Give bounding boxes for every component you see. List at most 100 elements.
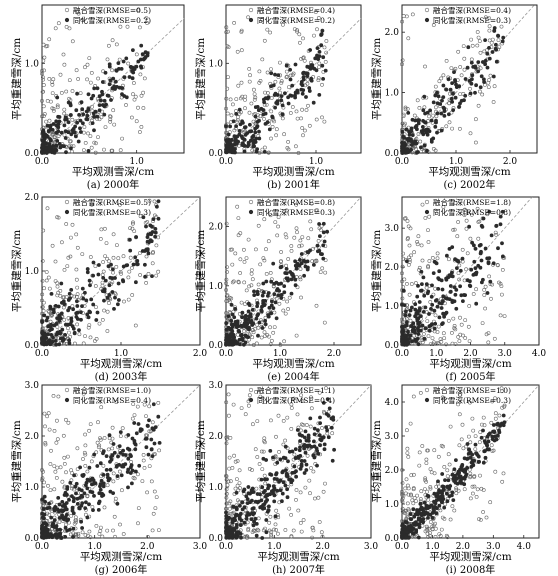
assim-point <box>88 489 93 494</box>
fusion-point <box>458 92 463 97</box>
x-tick-label: 2.0 <box>327 349 342 359</box>
fusion-point <box>230 262 235 267</box>
fusion-point <box>251 330 256 335</box>
fusion-point <box>477 517 481 522</box>
assim-point <box>450 245 455 250</box>
fusion-point <box>156 400 161 405</box>
assim-point <box>57 115 62 119</box>
assim-point <box>254 125 259 130</box>
assim-point <box>318 415 322 420</box>
assim-point <box>227 531 232 536</box>
fusion-point <box>417 265 422 270</box>
panel-caption: (e) 2004年 <box>267 370 319 383</box>
assim-point <box>288 270 293 274</box>
assim-point <box>442 114 447 118</box>
fusion-point <box>434 484 439 489</box>
fusion-point <box>128 226 133 231</box>
assim-point <box>47 142 52 147</box>
assim-point <box>434 261 439 266</box>
fusion-point <box>490 37 495 42</box>
fusion-point <box>309 227 314 232</box>
assim-point <box>81 296 86 301</box>
assim-point <box>123 462 128 467</box>
assim-point <box>275 488 280 493</box>
assim-point <box>87 502 91 507</box>
fusion-point <box>307 478 312 483</box>
fusion-point <box>411 472 416 477</box>
fusion-point <box>86 533 90 538</box>
fusion-point <box>292 235 297 240</box>
fusion-point <box>486 80 491 85</box>
assim-point <box>315 249 320 254</box>
assim-point <box>429 294 434 299</box>
fusion-point <box>306 103 310 108</box>
y-tick-label: 2.0 <box>25 193 40 203</box>
assim-point <box>441 487 446 492</box>
assim-point <box>458 268 463 273</box>
assim-point <box>403 324 408 329</box>
fusion-point <box>309 395 313 400</box>
fusion-point <box>55 465 60 470</box>
assim-point <box>53 147 58 151</box>
legend-marker-fusion <box>424 387 430 393</box>
assim-point <box>120 464 125 469</box>
assim-point <box>44 522 49 527</box>
fusion-point <box>320 115 324 120</box>
assim-point <box>228 140 232 145</box>
fusion-point <box>236 279 241 284</box>
assim-point <box>264 518 269 522</box>
fusion-point <box>110 436 115 441</box>
fusion-point <box>252 92 257 97</box>
fusion-point <box>116 256 121 261</box>
assim-point <box>285 495 290 500</box>
assim-point <box>151 402 156 407</box>
fusion-point <box>100 534 105 539</box>
assim-point <box>227 526 232 531</box>
fusion-point <box>488 73 493 78</box>
assim-point <box>458 467 462 472</box>
assim-point <box>280 491 285 496</box>
fusion-point <box>311 469 316 474</box>
fusion-point <box>235 483 240 488</box>
assim-point <box>56 125 61 130</box>
fusion-point <box>83 443 88 448</box>
assim-point <box>40 143 45 148</box>
fusion-point <box>70 89 75 93</box>
assim-point <box>440 287 445 292</box>
fusion-point <box>84 512 88 517</box>
assim-point <box>413 139 418 144</box>
fusion-point <box>487 28 492 33</box>
assim-point <box>282 284 287 289</box>
assim-point <box>84 500 88 505</box>
assim-point <box>43 532 48 536</box>
assim-point <box>450 81 455 86</box>
assim-point <box>255 304 260 309</box>
fusion-point <box>233 486 238 491</box>
fusion-point <box>436 324 441 329</box>
fusion-point <box>285 415 290 420</box>
assim-point <box>113 295 117 300</box>
assim-point <box>126 433 131 437</box>
assim-point <box>410 339 415 344</box>
fusion-point <box>408 318 413 323</box>
assim-point <box>85 270 90 275</box>
fusion-point <box>466 434 471 439</box>
legend-label: 同化雪深(RMSE=0.3) <box>73 207 151 217</box>
y-tick-label: 2.0 <box>385 28 400 38</box>
fusion-point <box>269 532 274 537</box>
fusion-point <box>276 224 281 229</box>
scatter-panel-1: 0.0 1.00.01.0融合雪深(RMSE=0.5)同化雪深(RMSE=0.2)… <box>10 4 185 191</box>
assim-point <box>423 305 428 310</box>
fusion-point <box>97 321 102 326</box>
assim-point <box>322 447 327 452</box>
fusion-point <box>100 272 105 277</box>
fusion-point <box>294 109 299 114</box>
fusion-point <box>287 506 292 511</box>
assim-point <box>236 328 241 333</box>
assim-point <box>254 522 259 526</box>
assim-point <box>299 261 304 266</box>
assim-point <box>279 264 284 269</box>
fusion-point <box>292 396 297 401</box>
assim-point <box>130 76 135 81</box>
assim-point <box>323 68 328 73</box>
